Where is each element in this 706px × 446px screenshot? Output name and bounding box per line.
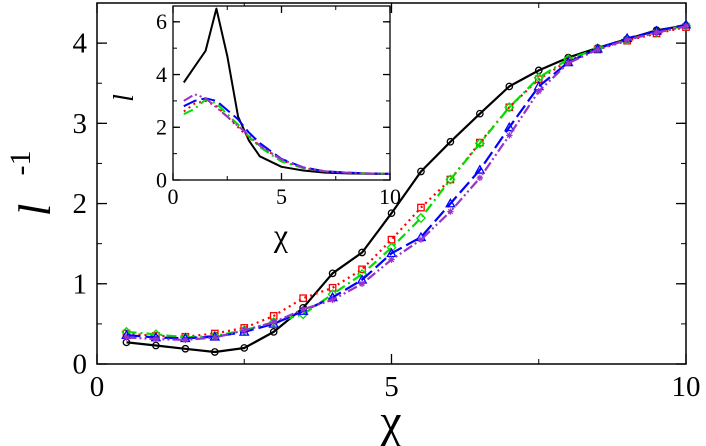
data-point xyxy=(328,283,337,292)
data-point xyxy=(447,208,454,215)
y-tick-label: 2 xyxy=(156,115,167,140)
plot-frame xyxy=(172,5,391,181)
data-point xyxy=(592,43,603,54)
y-tick-label: 4 xyxy=(73,28,88,60)
data-point xyxy=(240,344,249,352)
x-tick-label: 10 xyxy=(379,184,401,209)
x-tick-label: 5 xyxy=(276,184,287,209)
data-point xyxy=(211,334,218,341)
data-point xyxy=(270,319,277,326)
y-axis-title-superscript: -1 xyxy=(4,151,37,176)
data-point xyxy=(504,102,515,113)
data-point xyxy=(356,269,368,280)
data-point xyxy=(653,29,660,36)
series-line xyxy=(126,25,687,341)
data-point xyxy=(269,328,278,336)
data-point xyxy=(474,138,485,149)
inset-x-axis-title: χ xyxy=(273,217,289,253)
data-point xyxy=(358,280,366,287)
data-point xyxy=(623,36,631,44)
data-point xyxy=(299,294,308,303)
data-point xyxy=(241,327,248,334)
data-point xyxy=(475,109,484,118)
data-point xyxy=(182,336,189,344)
data-point xyxy=(210,348,219,356)
data-point xyxy=(415,212,427,224)
x-axis-title: χ xyxy=(379,395,402,446)
series-line xyxy=(126,24,687,354)
data-point xyxy=(328,269,337,278)
data-point xyxy=(476,174,484,182)
data-point xyxy=(505,103,514,112)
x-tick-label: 0 xyxy=(168,184,179,209)
data-point xyxy=(417,236,425,243)
data-point xyxy=(123,334,130,341)
data-point xyxy=(474,164,486,174)
data-point xyxy=(446,137,455,146)
data-point xyxy=(535,88,542,95)
y-tick-label: 0 xyxy=(73,349,88,381)
y-tick-label: 0 xyxy=(156,167,167,192)
x-tick-label: 5 xyxy=(384,371,399,403)
data-point xyxy=(445,198,456,208)
data-point xyxy=(152,335,160,343)
data-point xyxy=(417,203,425,212)
x-tick-label: 10 xyxy=(672,371,701,403)
data-point xyxy=(680,20,692,31)
data-point xyxy=(565,59,572,67)
inset-y-axis-title: l xyxy=(109,94,140,102)
data-point xyxy=(505,82,514,91)
data-point xyxy=(386,247,397,258)
data-point xyxy=(358,248,366,257)
data-point xyxy=(152,341,160,350)
data-point xyxy=(417,167,425,176)
data-point xyxy=(594,46,601,53)
data-point xyxy=(503,121,515,132)
y-axis-title: l xyxy=(9,204,60,217)
data-point xyxy=(387,209,396,218)
data-point xyxy=(506,132,513,139)
y-tick-label: 6 xyxy=(156,9,167,34)
data-point xyxy=(358,265,366,274)
data-point xyxy=(682,23,690,30)
y-tick-label: 4 xyxy=(156,62,167,87)
inset-plot: 0 5 10 0 2 4 6 χ l xyxy=(109,5,401,253)
y-tick-label: 3 xyxy=(73,108,88,140)
y-tick-label: 1 xyxy=(73,268,88,300)
x-tick-label: 0 xyxy=(90,371,105,403)
data-point xyxy=(299,306,307,313)
data-point xyxy=(446,175,455,184)
data-point xyxy=(445,174,456,185)
y-tick-label: 2 xyxy=(73,188,88,220)
data-point xyxy=(181,344,190,353)
data-point xyxy=(388,256,395,263)
series-line xyxy=(183,93,391,175)
data-point xyxy=(386,242,397,253)
data-point xyxy=(329,296,336,304)
